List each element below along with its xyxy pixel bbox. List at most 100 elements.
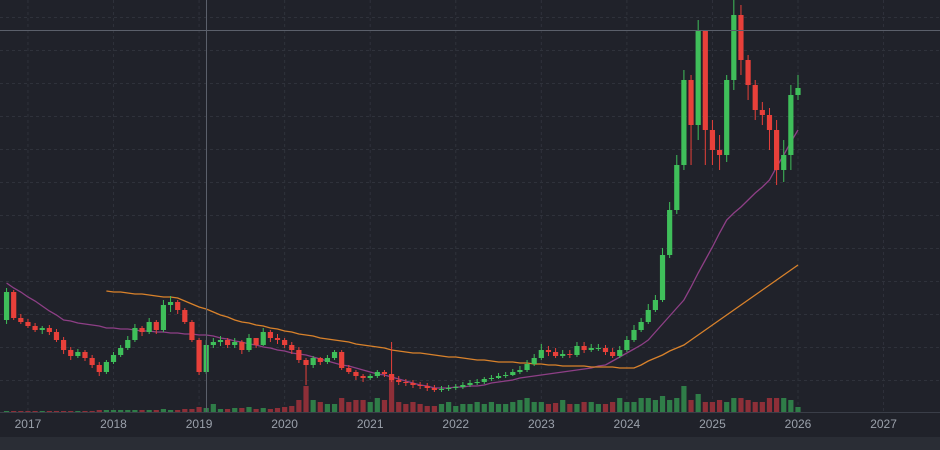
volume-bar: [3, 411, 10, 412]
volume-bar: [552, 403, 559, 412]
candle-body: [752, 85, 758, 110]
candle-body: [381, 372, 388, 374]
volume-bar: [652, 400, 658, 412]
volume-bar: [388, 376, 395, 412]
candle-body: [438, 389, 445, 390]
volume-bar: [645, 398, 651, 412]
volume-bar: [538, 402, 544, 412]
candle-body: [745, 60, 751, 85]
volume-bar: [745, 400, 751, 412]
candle-body: [503, 375, 509, 376]
volume-bar: [282, 407, 288, 412]
candle-body: [396, 380, 402, 382]
candle-body: [246, 338, 252, 350]
volume-bar: [346, 402, 352, 412]
volume-bar: [595, 404, 601, 412]
candle-body: [388, 374, 395, 380]
x-tick-label: 2017: [15, 417, 42, 431]
candle-body: [339, 352, 345, 368]
candle-body: [296, 350, 302, 360]
candle-body: [631, 330, 637, 340]
volume-bar: [453, 406, 459, 412]
candle-body: [374, 372, 380, 376]
volume-bar: [167, 410, 174, 412]
volume-bar: [688, 400, 694, 412]
volume-bar: [267, 409, 273, 412]
volume-bar: [89, 411, 95, 412]
candle-body: [481, 379, 487, 382]
candle-body: [289, 345, 295, 350]
volume-bar: [11, 411, 17, 412]
candle-body: [417, 385, 423, 386]
candle-body: [353, 372, 359, 376]
volume-bar: [709, 402, 716, 412]
candle-body: [282, 340, 288, 345]
volume-bar: [410, 402, 416, 412]
volume-bar: [296, 400, 302, 412]
candle-body: [160, 305, 167, 330]
candle-body: [25, 322, 31, 326]
candle-body: [446, 388, 452, 389]
candle-body: [517, 370, 523, 372]
candle-body: [453, 387, 459, 388]
candle-body: [652, 300, 658, 310]
candle-body: [545, 350, 552, 352]
candle-body: [709, 130, 716, 150]
volume-bar: [659, 396, 666, 412]
volume-bar: [125, 410, 131, 412]
candle-body: [716, 150, 723, 155]
candle-body: [46, 328, 52, 332]
volume-bar: [681, 386, 687, 412]
volume-bar: [795, 407, 801, 412]
volume-bar: [674, 398, 680, 412]
volume-bar: [567, 404, 573, 412]
volume-bar: [96, 410, 102, 412]
candle-body: [674, 165, 680, 210]
candle-body: [167, 302, 174, 305]
candle-body: [524, 364, 530, 370]
candle-body: [53, 332, 60, 340]
candle-body: [724, 80, 730, 155]
volume-bar: [503, 404, 509, 412]
volume-bar: [460, 404, 466, 412]
volume-bar: [638, 398, 644, 412]
candle-body: [267, 332, 273, 338]
volume-bar: [446, 402, 452, 412]
candle-body: [731, 15, 737, 80]
x-tick-label: 2026: [785, 417, 812, 431]
volume-bar: [303, 386, 309, 412]
volume-bar: [474, 402, 480, 412]
candle-body: [118, 348, 124, 355]
candle-body: [3, 292, 10, 320]
candle-body: [224, 340, 231, 345]
candle-body: [260, 332, 266, 345]
volume-bar: [766, 398, 773, 412]
volume-bar: [731, 398, 737, 412]
candle-body: [617, 350, 623, 356]
candle-body: [495, 376, 502, 378]
volume-bar: [217, 409, 224, 412]
candle-body: [310, 358, 316, 365]
volume-bar: [196, 407, 202, 412]
candle-body: [232, 342, 238, 345]
candle-body: [795, 88, 801, 95]
candle-body: [217, 340, 224, 342]
candle-body: [210, 342, 216, 345]
volume-bar: [431, 406, 437, 412]
candle-body: [239, 342, 245, 350]
volume-bar: [182, 409, 188, 412]
volume-bar: [232, 408, 238, 412]
candle-body: [125, 340, 131, 348]
candle-body: [68, 350, 74, 356]
volume-bar: [481, 404, 487, 412]
candle-body: [460, 385, 466, 387]
volume-bar: [246, 407, 252, 412]
candle-body: [702, 30, 708, 130]
candle-body: [196, 340, 202, 372]
candle-body: [667, 210, 673, 255]
candle-body: [538, 350, 544, 358]
x-tick-label: 2021: [357, 417, 384, 431]
volume-bar: [788, 400, 794, 412]
candle-body: [624, 340, 630, 350]
volume-bar: [210, 404, 216, 412]
